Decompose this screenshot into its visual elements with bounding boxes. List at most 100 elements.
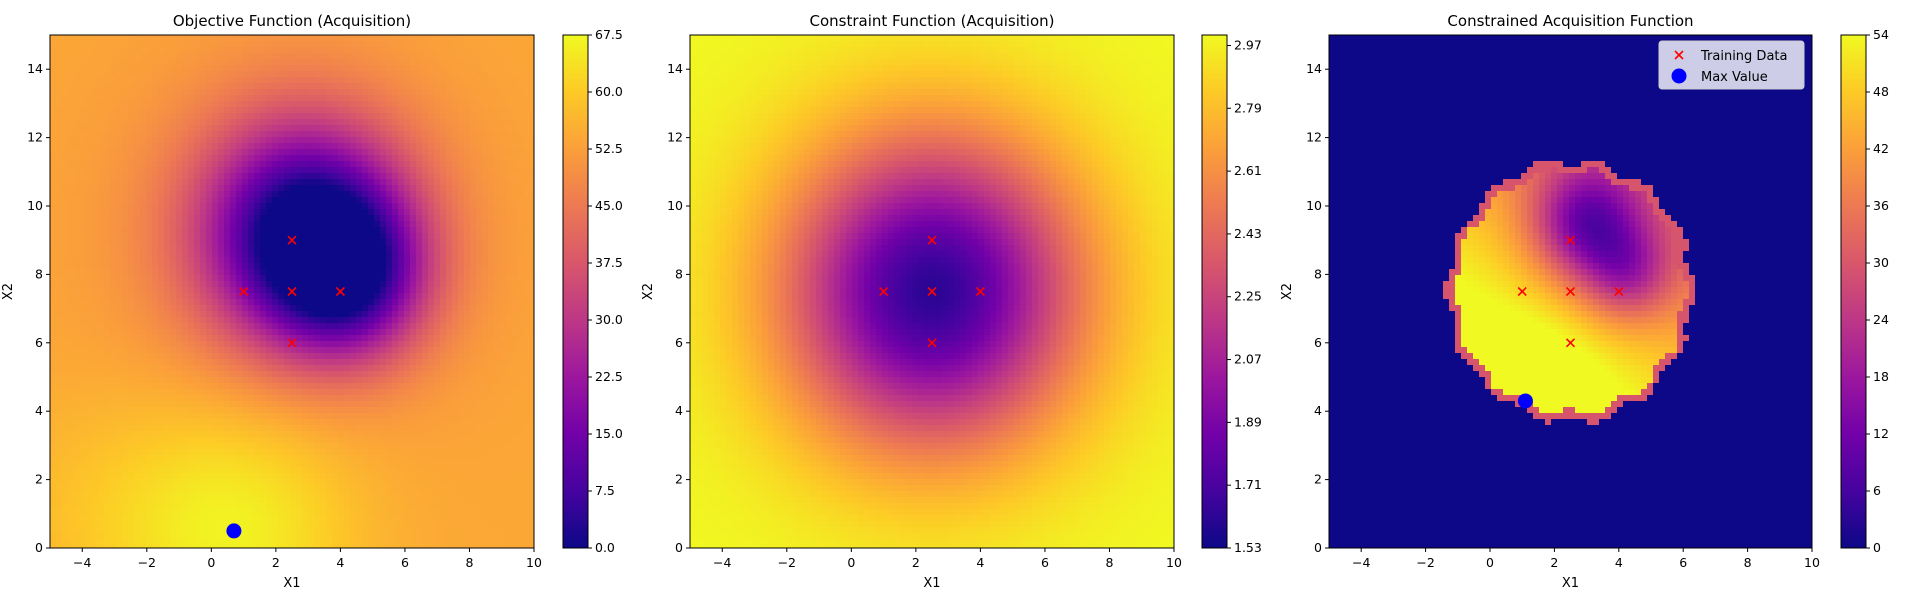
training-point xyxy=(927,235,937,245)
training-point xyxy=(927,338,937,348)
chart-title: Objective Function (Acquisition) xyxy=(173,12,411,30)
colorbar xyxy=(1201,34,1228,549)
y-tick-label: 12 xyxy=(667,130,683,145)
x-tick-label: −2 xyxy=(1416,555,1434,570)
colorbar-tick-label: 0 xyxy=(1873,540,1881,555)
x-tick-label: 2 xyxy=(272,555,280,570)
x-tick-label: −4 xyxy=(713,555,731,570)
heatmap-surface xyxy=(50,35,534,548)
heatmap-surface xyxy=(690,35,1174,548)
colorbar-tick-label: 48 xyxy=(1873,84,1889,99)
colorbar xyxy=(562,34,589,549)
y-tick-label: 8 xyxy=(675,266,683,281)
y-tick-label: 4 xyxy=(1314,403,1322,418)
y-tick-label: 2 xyxy=(1314,472,1322,487)
x-tick-label: 4 xyxy=(976,555,984,570)
y-axis-label: X2 xyxy=(641,283,656,300)
legend-training-marker xyxy=(1674,50,1684,60)
x-tick-label: 10 xyxy=(1804,555,1820,570)
colorbar-tick-label: 60.0 xyxy=(595,84,623,99)
y-tick-label: 2 xyxy=(675,472,683,487)
y-tick-label: 6 xyxy=(35,335,43,350)
training-point xyxy=(239,286,249,297)
plot-frame xyxy=(1328,34,1813,549)
colorbar-tick-label: 24 xyxy=(1873,312,1889,327)
x-tick-label: 10 xyxy=(1166,555,1182,570)
colorbar-tick-label: 2.97 xyxy=(1234,37,1262,52)
y-tick-label: 0 xyxy=(35,540,43,555)
y-axis-label: X2 xyxy=(1280,283,1295,300)
x-tick-label: 10 xyxy=(526,555,542,570)
training-point xyxy=(1565,235,1576,245)
heatmap-surface xyxy=(1329,35,1812,548)
training-point xyxy=(287,235,297,245)
chart-title: Constrained Acquisition Function xyxy=(1447,12,1693,30)
y-tick-label: 0 xyxy=(675,540,683,555)
x-tick-label: 0 xyxy=(847,555,855,570)
panel-1: Objective Function (Acquisition) −4 −2 0 2 4 6… xyxy=(1,12,623,591)
training-point xyxy=(287,338,297,348)
colorbar-tick-label: 54 xyxy=(1873,27,1889,42)
legend-max-label: Max Value xyxy=(1701,70,1768,85)
y-tick-label: 8 xyxy=(1314,266,1322,281)
y-tick-label: 4 xyxy=(675,403,683,418)
colorbar-tick-label: 67.5 xyxy=(595,27,623,42)
x-axis-label: X1 xyxy=(1562,576,1579,591)
colorbar-tick-label: 30.0 xyxy=(595,312,623,327)
colorbar xyxy=(1840,34,1867,549)
x-tick-label: 4 xyxy=(336,555,344,570)
y-tick-label: 10 xyxy=(667,198,683,213)
training-point xyxy=(1565,338,1576,348)
x-tick-label: 8 xyxy=(465,555,473,570)
colorbar-tick-label: 45.0 xyxy=(595,198,623,213)
y-tick-label: 10 xyxy=(1306,198,1322,213)
max-value-point xyxy=(226,523,242,539)
colorbar-tick-label: 2.25 xyxy=(1234,289,1262,304)
colorbar-tick-label: 7.5 xyxy=(595,483,615,498)
colorbar-tick-label: 2.43 xyxy=(1234,226,1262,241)
plot-frame xyxy=(689,34,1175,549)
y-tick-label: 2 xyxy=(35,472,43,487)
x-tick-label: 0 xyxy=(207,555,215,570)
x-tick-label: −2 xyxy=(778,555,796,570)
training-point xyxy=(287,286,297,297)
y-tick-label: 12 xyxy=(27,130,43,145)
colorbar-tick-label: 52.5 xyxy=(595,141,623,156)
x-tick-label: 6 xyxy=(1041,555,1049,570)
x-tick-label: −4 xyxy=(73,555,91,570)
max-value-point xyxy=(1517,393,1533,409)
colorbar-tick-label: 15.0 xyxy=(595,426,623,441)
training-point xyxy=(1565,286,1576,297)
x-tick-label: −2 xyxy=(138,555,156,570)
y-tick-label: 4 xyxy=(35,403,43,418)
training-point xyxy=(1614,286,1624,297)
colorbar-tick-label: 2.61 xyxy=(1234,163,1262,178)
training-point xyxy=(1517,286,1527,297)
panel-2: Constraint Function (Acquisition) −4 −2 0 2 4… xyxy=(641,12,1262,591)
colorbar-tick-label: 30 xyxy=(1873,255,1889,270)
colorbar-tick-label: 6 xyxy=(1873,483,1881,498)
colorbar-tick-label: 36 xyxy=(1873,198,1889,213)
colorbar-tick-label: 0.0 xyxy=(595,540,615,555)
colorbar-tick-label: 42 xyxy=(1873,141,1889,156)
x-tick-label: 4 xyxy=(1615,555,1623,570)
y-tick-label: 14 xyxy=(1306,61,1322,76)
y-tick-label: 14 xyxy=(667,61,683,76)
training-point xyxy=(879,286,889,297)
x-tick-label: 8 xyxy=(1744,555,1752,570)
x-tick-label: 8 xyxy=(1105,555,1113,570)
x-axis-label: X1 xyxy=(923,576,940,591)
colorbar-tick-label: 18 xyxy=(1873,369,1889,384)
training-point xyxy=(335,286,345,297)
y-tick-label: 10 xyxy=(27,198,43,213)
x-axis-label: X1 xyxy=(283,576,300,591)
panel-3: Constrained Acquisition Function−4 −2 0 2 4 6… xyxy=(1280,12,1889,591)
x-tick-label: 6 xyxy=(401,555,409,570)
y-tick-label: 12 xyxy=(1306,130,1322,145)
colorbar-tick-label: 1.89 xyxy=(1234,414,1262,429)
y-tick-label: 6 xyxy=(675,335,683,350)
training-point xyxy=(975,286,985,297)
legend: Training Data Max Value xyxy=(1658,40,1805,90)
y-tick-label: 14 xyxy=(27,61,43,76)
